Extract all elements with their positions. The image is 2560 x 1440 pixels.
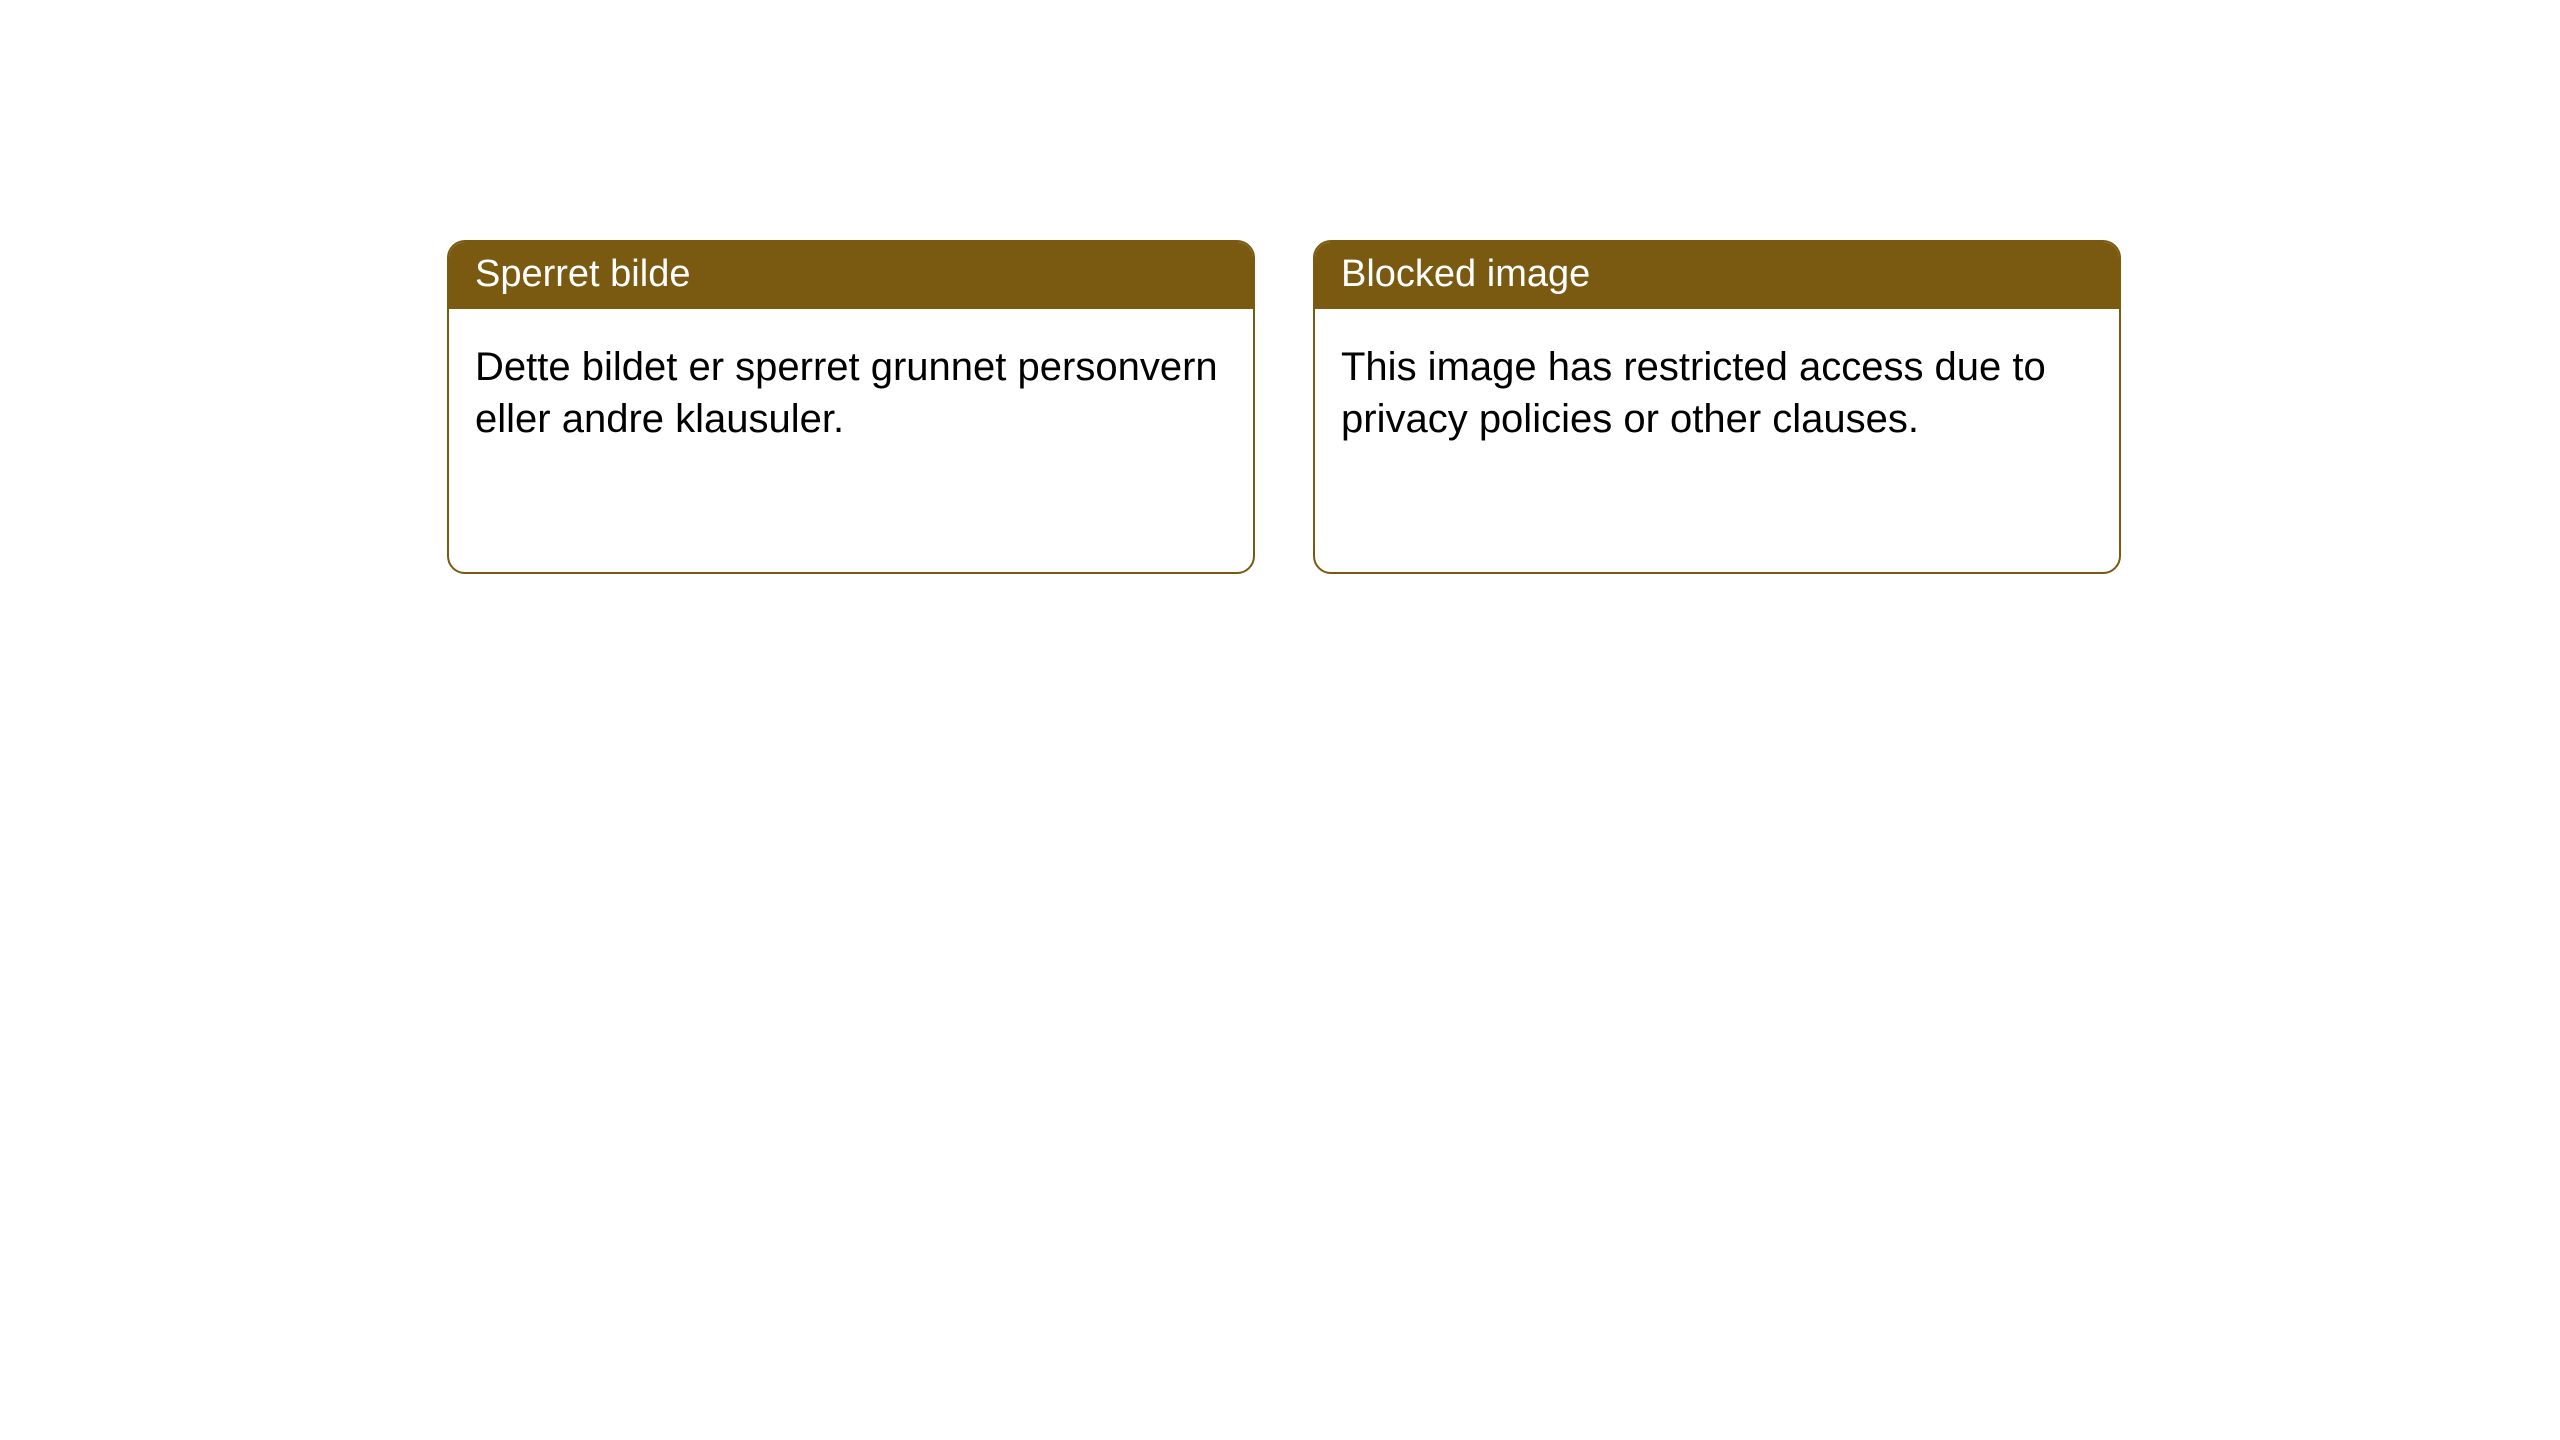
notice-body: Dette bildet er sperret grunnet personve… <box>449 309 1253 477</box>
notice-container: Sperret bilde Dette bildet er sperret gr… <box>0 0 2560 574</box>
notice-body: This image has restricted access due to … <box>1315 309 2119 477</box>
notice-card-english: Blocked image This image has restricted … <box>1313 240 2121 574</box>
notice-header: Sperret bilde <box>449 242 1253 309</box>
notice-header: Blocked image <box>1315 242 2119 309</box>
notice-card-norwegian: Sperret bilde Dette bildet er sperret gr… <box>447 240 1255 574</box>
